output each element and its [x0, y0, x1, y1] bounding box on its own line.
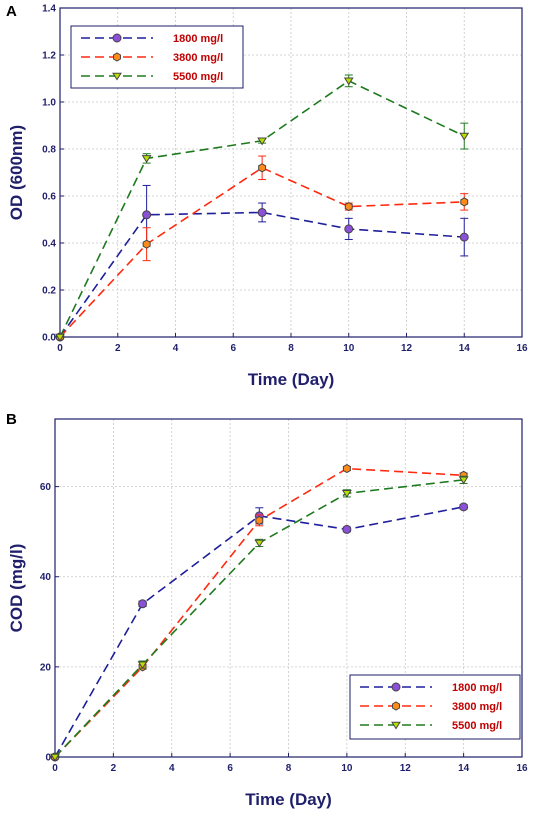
- data-point: [255, 515, 264, 525]
- data-point: [344, 201, 353, 212]
- y-tick-label: 0.4: [42, 239, 56, 250]
- x-tick-label: 2: [115, 343, 121, 354]
- series-triangle-down: [55, 74, 470, 342]
- data-point: [459, 502, 469, 512]
- series-line: [59, 211, 465, 338]
- y-tick-label: 60: [40, 482, 52, 493]
- y-tick-label: 1.0: [42, 98, 56, 109]
- y-tick-label: 0.8: [42, 145, 56, 156]
- x-tick-label: 12: [401, 343, 413, 354]
- legend-marker: [112, 72, 122, 81]
- series-triangle-down: [50, 475, 469, 762]
- y-tick-label: 0: [45, 753, 51, 764]
- x-tick-label: 10: [341, 763, 353, 774]
- y-tick-label: 0.0: [42, 333, 56, 344]
- legend-label: 5500 mg/l: [452, 720, 502, 732]
- x-tick-label: 6: [227, 763, 233, 774]
- panel-a: A 0 2 4 6 8 10 12 14 16 0.0 0.2 0.4 0.6 0.8 1.0 1.2 1.4 T…: [6, 3, 528, 389]
- y-axis-label: OD (600nm): [7, 125, 26, 220]
- data-point: [341, 490, 352, 498]
- x-axis-label: Time (Day): [245, 790, 332, 809]
- x-tick-label: 8: [288, 343, 294, 354]
- data-point: [458, 476, 469, 485]
- data-point: [460, 197, 469, 207]
- data-point: [343, 77, 354, 86]
- x-tick-label: 4: [173, 343, 179, 354]
- x-tick-label: 12: [400, 763, 412, 774]
- data-point: [344, 224, 354, 234]
- data-point: [142, 210, 152, 220]
- data-point: [342, 463, 351, 474]
- x-axis-label: Time (Day): [248, 370, 335, 389]
- legend-label: 3800 mg/l: [452, 701, 502, 713]
- data-point: [257, 207, 267, 217]
- data-point: [459, 232, 469, 242]
- data-point: [459, 132, 470, 141]
- x-tick-label: 8: [286, 763, 292, 774]
- legend: 1800 mg/l 3800 mg/l 5500 mg/l: [70, 25, 244, 89]
- data-point: [342, 524, 352, 534]
- x-tick-label: 6: [230, 343, 236, 354]
- x-tick-label: 14: [459, 343, 471, 354]
- x-tick-label: 0: [57, 343, 63, 354]
- data-point: [258, 163, 267, 173]
- x-tick-label: 16: [516, 343, 528, 354]
- panel-letter-b: B: [6, 411, 17, 428]
- x-tick-label: 2: [111, 763, 117, 774]
- legend-marker: [391, 682, 401, 692]
- data-point: [137, 661, 148, 670]
- x-tick-label: 16: [516, 763, 528, 774]
- y-tick-label: 1.4: [42, 4, 56, 15]
- y-tick-label: 0.2: [42, 286, 56, 297]
- data-point: [50, 753, 60, 762]
- legend-label: 1800 mg/l: [452, 682, 502, 694]
- legend-label: 3800 mg/l: [173, 52, 223, 64]
- legend-marker: [112, 33, 122, 43]
- legend-marker: [113, 52, 121, 62]
- data-point: [257, 137, 268, 146]
- data-point: [55, 333, 65, 342]
- data-point: [141, 155, 152, 163]
- legend-label: 5500 mg/l: [173, 71, 223, 83]
- legend-marker: [391, 721, 401, 730]
- data-point: [254, 539, 265, 548]
- data-point: [142, 239, 151, 249]
- x-tick-label: 4: [169, 763, 175, 774]
- y-tick-label: 1.2: [42, 51, 56, 62]
- series-hexagon: [56, 155, 469, 342]
- x-tick-label: 0: [52, 763, 58, 774]
- y-tick-label: 0.6: [42, 192, 56, 203]
- series-line: [59, 166, 465, 338]
- legend-box: [349, 674, 521, 740]
- y-tick-label: 20: [40, 662, 52, 673]
- legend-label: 1800 mg/l: [173, 33, 223, 45]
- x-tick-label: 10: [343, 343, 355, 354]
- data-point: [138, 599, 148, 609]
- panel-b: B 0 2 4 6 8 10 12 14 16 0 20 40 60 Time (Day) COD (mg/…: [6, 411, 528, 809]
- x-tick-label: 14: [458, 763, 470, 774]
- panel-letter-a: A: [6, 3, 17, 20]
- y-tick-label: 40: [40, 572, 52, 583]
- legend-marker: [392, 701, 400, 711]
- legend: 1800 mg/l 3800 mg/l 5500 mg/l: [349, 674, 521, 740]
- y-axis-label: COD (mg/l): [7, 544, 26, 633]
